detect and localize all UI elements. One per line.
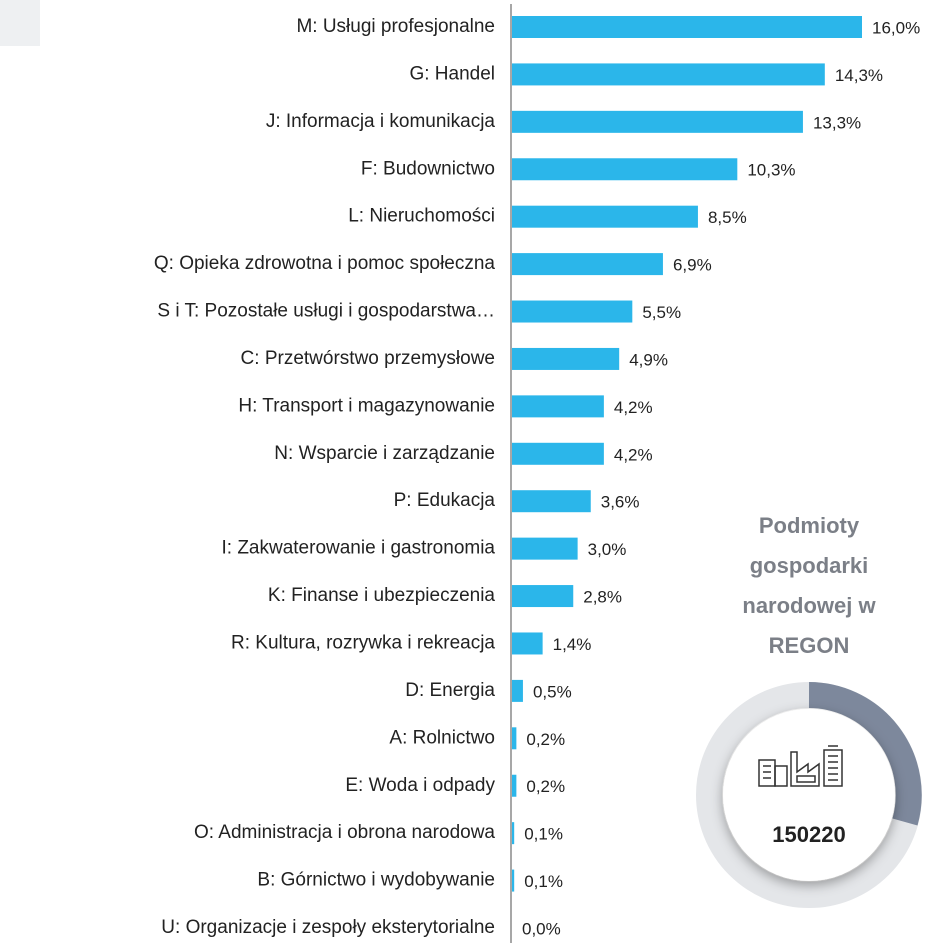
category-label: H: Transport i magazynowanie [238, 395, 495, 416]
bar [512, 158, 738, 181]
bar [512, 442, 604, 465]
total-value: 150220 [772, 822, 845, 847]
category-label: E: Woda i odpady [345, 775, 495, 796]
value-label: 6,9% [673, 256, 712, 275]
category-label: P: Edukacja [394, 490, 496, 511]
category-label: U: Organizacje i zespoły eksterytorialne [161, 917, 495, 938]
value-label: 0,1% [524, 872, 563, 891]
bar [512, 490, 591, 513]
value-label: 1,4% [553, 635, 592, 654]
category-label: R: Kultura, rozrywka i rekreacja [231, 632, 495, 653]
category-label: B: Górnictwo i wydobywanie [257, 870, 495, 891]
value-label: 4,2% [614, 445, 653, 464]
bar [512, 632, 543, 655]
bar [512, 727, 517, 750]
category-label: C: Przetwórstwo przemysłowe [241, 348, 495, 369]
value-label: 14,3% [835, 66, 883, 85]
decor [0, 0, 40, 46]
value-label: 0,5% [533, 682, 572, 701]
value-label: 0,2% [526, 730, 565, 749]
bar [512, 822, 515, 845]
bar [512, 253, 663, 276]
category-label: M: Usługi profesjonalne [296, 16, 495, 37]
bar [512, 679, 523, 702]
bar [512, 347, 620, 370]
value-label: 16,0% [872, 18, 920, 37]
bar [512, 205, 698, 228]
category-label: K: Finanse i ubezpieczenia [268, 585, 496, 606]
bar [512, 395, 604, 418]
bar [512, 585, 574, 608]
value-label: 0,2% [526, 777, 565, 796]
value-label: 4,9% [629, 350, 668, 369]
category-label: I: Zakwaterowanie i gastronomia [221, 538, 495, 559]
category-label: D: Energia [405, 680, 495, 701]
bar [512, 300, 633, 323]
value-label: 0,1% [524, 825, 563, 844]
value-label: 13,3% [813, 113, 861, 132]
panel-title: Podmioty gospodarki narodowej w REGON [742, 513, 876, 658]
value-label: 5,5% [642, 303, 681, 322]
value-label: 8,5% [708, 208, 747, 227]
value-label: 3,0% [588, 540, 627, 559]
bar [512, 869, 515, 892]
category-label: N: Wsparcie i zarządzanie [274, 443, 495, 464]
bar [512, 16, 862, 38]
value-label: 3,6% [601, 493, 640, 512]
bar [512, 63, 825, 86]
category-label: O: Administracja i obrona narodowa [194, 822, 495, 843]
bar [512, 774, 517, 797]
value-label: 2,8% [583, 588, 622, 607]
donut-center [723, 709, 895, 881]
category-label: S i T: Pozostałe usługi i gospodarstwa… [157, 301, 495, 322]
bar [512, 110, 803, 133]
category-label: Q: Opieka zdrowotna i pomoc społeczna [154, 253, 496, 274]
bar [512, 537, 578, 560]
category-label: L: Nieruchomości [348, 206, 495, 227]
category-label: F: Budownictwo [361, 158, 495, 179]
category-label: G: Handel [409, 63, 495, 84]
category-label: A: Rolnictwo [389, 727, 495, 748]
buildings-icon [758, 745, 843, 787]
category-label: J: Informacja i komunikacja [266, 111, 496, 132]
value-label: 10,3% [747, 161, 795, 180]
value-label: 0,0% [522, 919, 561, 938]
value-label: 4,2% [614, 398, 653, 417]
donut-arc [808, 682, 922, 826]
